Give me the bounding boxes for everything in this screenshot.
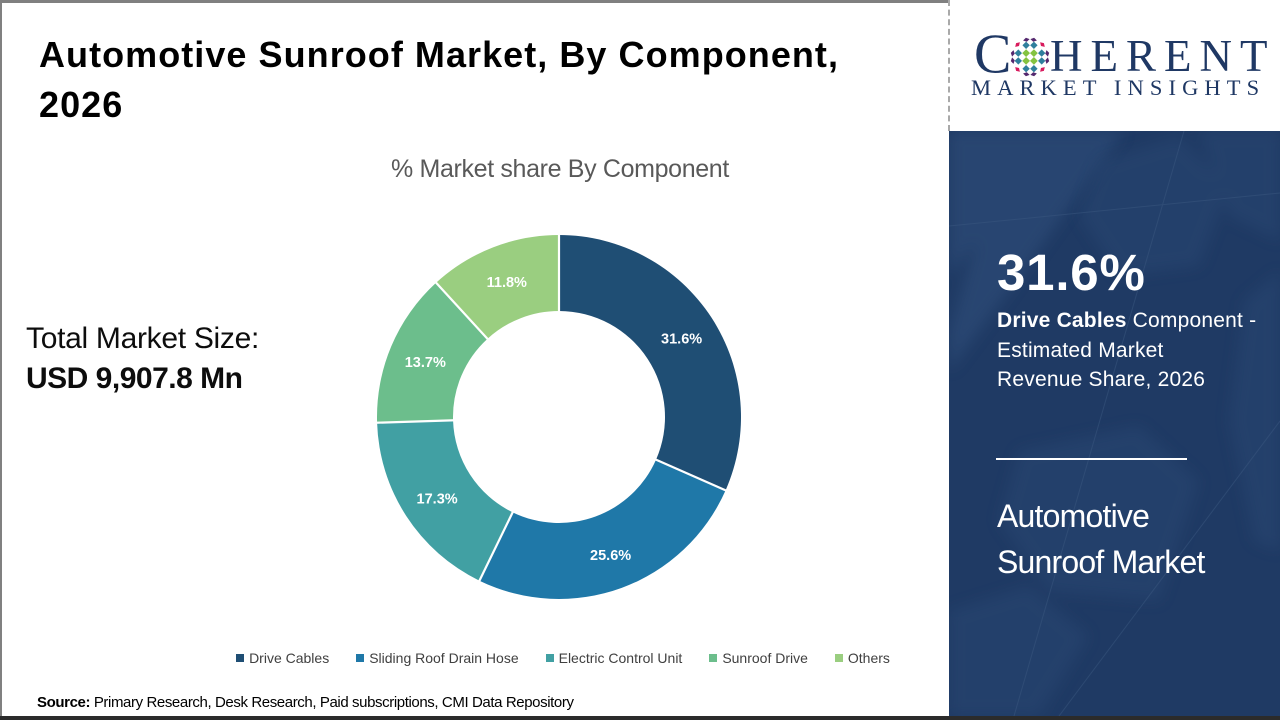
svg-text:HERENT: HERENT <box>1050 33 1270 81</box>
svg-text:11.8%: 11.8% <box>487 275 527 291</box>
svg-text:C: C <box>974 33 1011 86</box>
svg-text:13.7%: 13.7% <box>405 355 446 371</box>
svg-text:17.3%: 17.3% <box>417 491 458 507</box>
svg-text:25.6%: 25.6% <box>590 548 631 564</box>
svg-text:31.6%: 31.6% <box>661 331 702 347</box>
svg-text:MARKET INSIGHTS: MARKET INSIGHTS <box>971 75 1265 97</box>
